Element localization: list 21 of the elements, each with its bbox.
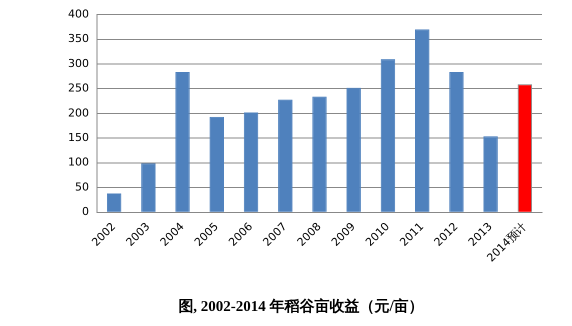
y-tick-label: 400 bbox=[68, 7, 89, 20]
bar bbox=[449, 72, 464, 212]
y-tick-label: 250 bbox=[68, 82, 89, 95]
y-tick-label: 200 bbox=[68, 106, 89, 120]
bar bbox=[278, 100, 292, 212]
y-tick-label: 150 bbox=[68, 131, 89, 144]
bar bbox=[380, 59, 396, 212]
y-tick-label: 100 bbox=[68, 156, 89, 169]
bar bbox=[244, 112, 258, 212]
bar bbox=[312, 96, 327, 212]
y-tick-label: 300 bbox=[68, 56, 89, 70]
text: 图, 2002-2014 年稻谷亩收益（元/亩） bbox=[178, 296, 424, 315]
bar bbox=[141, 163, 156, 212]
bar bbox=[483, 136, 498, 212]
bar bbox=[175, 72, 190, 212]
bar bbox=[415, 29, 430, 212]
y-tick-label: 0 bbox=[82, 205, 89, 218]
y-tick-label: 350 bbox=[68, 32, 89, 46]
y-tick-label: 50 bbox=[74, 180, 89, 194]
bar bbox=[346, 88, 361, 212]
bar bbox=[210, 116, 224, 212]
